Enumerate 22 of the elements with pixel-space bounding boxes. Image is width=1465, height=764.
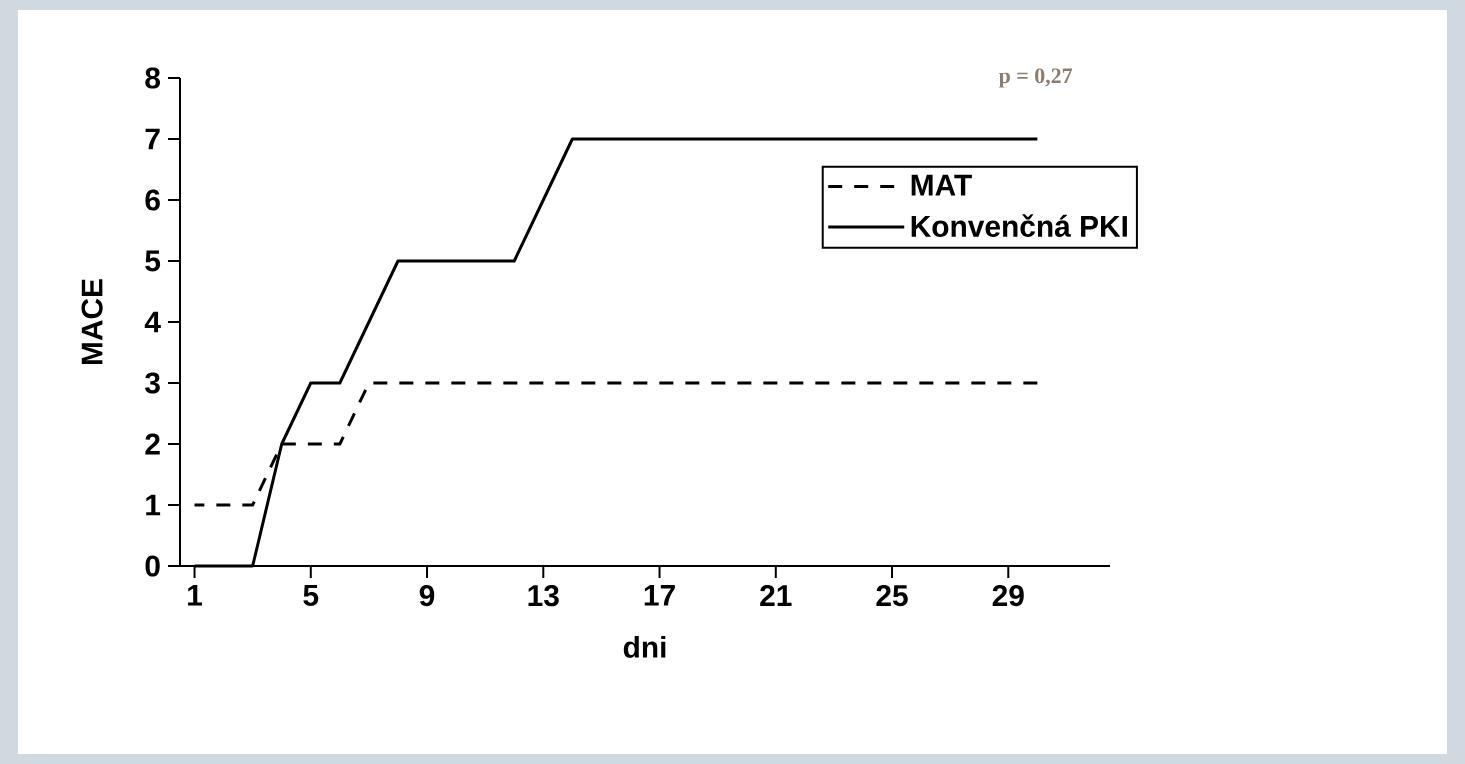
y-tick-label: 3 xyxy=(145,372,160,394)
x-tick-label: 1 xyxy=(188,585,202,606)
y-tick-label: 2 xyxy=(145,433,160,455)
x-tick-label: 21 xyxy=(760,585,792,606)
y-tick-label: 7 xyxy=(145,128,160,150)
y-tick-label: 8 xyxy=(145,67,161,89)
x-tick-label: 29 xyxy=(992,585,1024,607)
y-axis-title: MACE xyxy=(81,279,103,364)
x-tick-label: 25 xyxy=(876,585,908,607)
x-tick-label: 5 xyxy=(303,585,319,606)
legend-label: MAT xyxy=(911,174,972,196)
y-tick-label: 4 xyxy=(144,311,161,333)
y-tick-label: 5 xyxy=(145,250,161,272)
y-tick-label: 1 xyxy=(146,494,161,516)
x-tick-label: 9 xyxy=(419,585,435,607)
legend-label: Konvenčná PKI xyxy=(911,214,1127,237)
x-axis-title: dni xyxy=(623,635,666,658)
x-tick-label: 17 xyxy=(644,585,675,606)
y-tick-label: 6 xyxy=(145,189,160,211)
y-tick-label: 0 xyxy=(145,555,160,577)
annotation: p = 0,27 xyxy=(998,68,1073,88)
x-tick-label: 13 xyxy=(528,585,559,607)
